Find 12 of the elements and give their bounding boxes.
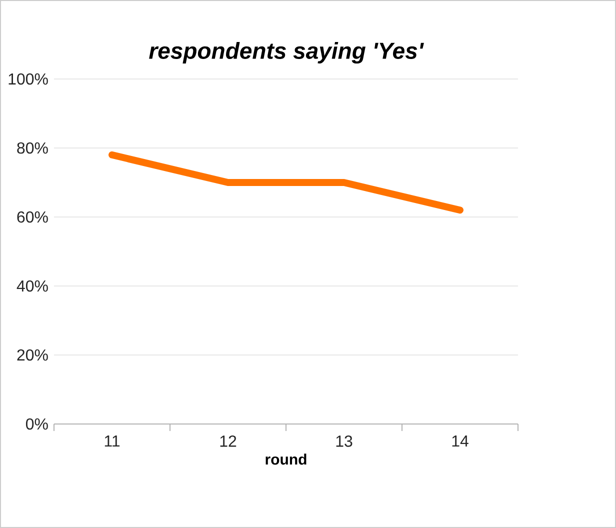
y-tick-label: 100% xyxy=(8,73,48,85)
chart-title: respondents saying 'Yes' xyxy=(149,42,424,64)
y-tick-label: 80% xyxy=(17,142,48,154)
x-tick-label: 11 xyxy=(104,436,120,447)
y-tick-label: 0% xyxy=(26,418,48,430)
x-axis-title: round xyxy=(266,454,306,465)
x-tick-label: 14 xyxy=(452,436,468,447)
y-tick-label: 20% xyxy=(17,349,48,361)
y-tick-label: 40% xyxy=(16,280,48,292)
y-tick-label: 60% xyxy=(17,211,48,223)
x-tick-label: 12 xyxy=(220,436,236,447)
x-tick-label: 13 xyxy=(336,436,352,447)
